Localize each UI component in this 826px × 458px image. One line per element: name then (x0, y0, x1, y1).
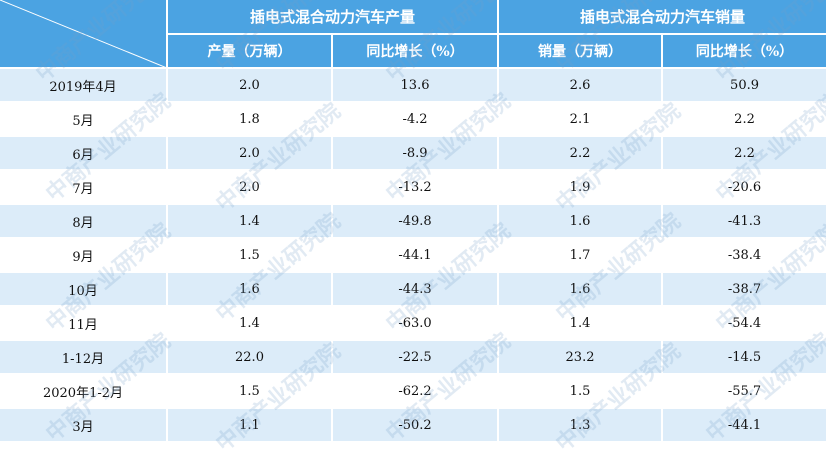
table-row: 2019年4月 2.0 13.6 2.6 50.9 (0, 68, 826, 103)
cell-sales-yoy: -38.7 (662, 272, 826, 307)
col-header-production-yoy: 同比增长（%） (332, 34, 500, 69)
cell-sales: 2.6 (498, 68, 664, 103)
cell-sales: 1.4 (498, 306, 664, 341)
cell-production: 1.4 (167, 204, 333, 239)
cell-production: 1.4 (167, 306, 333, 341)
group-header-production: 插电式混合动力汽车产量 (167, 0, 500, 35)
cell-production-yoy: -50.2 (332, 408, 500, 443)
cell-production: 2.0 (167, 136, 333, 171)
cell-production-yoy: -4.2 (332, 102, 500, 137)
cell-sales-yoy: -14.5 (662, 340, 826, 375)
cell-period: 1-12月 (0, 340, 168, 375)
cell-sales-yoy: -54.4 (662, 306, 826, 341)
cell-sales-yoy: 2.2 (662, 136, 826, 171)
table-row: 10月 1.6 -44.3 1.6 -38.7 (0, 272, 826, 307)
cell-sales-yoy: -55.7 (662, 374, 826, 409)
cell-sales-yoy: -38.4 (662, 238, 826, 273)
cell-sales: 1.9 (498, 170, 664, 205)
cell-production-yoy: 13.6 (332, 68, 500, 103)
cell-sales-yoy: -44.1 (662, 408, 826, 443)
table-row: 1-12月 22.0 -22.5 23.2 -14.5 (0, 340, 826, 375)
cell-sales: 1.6 (498, 204, 664, 239)
cell-production: 2.0 (167, 68, 333, 103)
cell-production-yoy: -22.5 (332, 340, 500, 375)
corner-cell (0, 0, 168, 69)
table-row: 7月 2.0 -13.2 1.9 -20.6 (0, 170, 826, 205)
cell-period: 6月 (0, 136, 168, 171)
cell-production-yoy: -44.3 (332, 272, 500, 307)
cell-production: 1.8 (167, 102, 333, 137)
cell-production-yoy: -8.9 (332, 136, 500, 171)
cell-period: 2019年4月 (0, 68, 168, 103)
data-table: 插电式混合动力汽车产量 插电式混合动力汽车销量 产量（万辆） 同比增长（%） 销… (0, 0, 826, 443)
cell-sales-yoy: -41.3 (662, 204, 826, 239)
col-header-sales: 销量（万辆） (498, 34, 664, 69)
cell-period: 8月 (0, 204, 168, 239)
cell-production: 1.5 (167, 238, 333, 273)
table-row: 11月 1.4 -63.0 1.4 -54.4 (0, 306, 826, 341)
table-row: 9月 1.5 -44.1 1.7 -38.4 (0, 238, 826, 273)
cell-sales: 1.3 (498, 408, 664, 443)
cell-period: 7月 (0, 170, 168, 205)
table-row: 8月 1.4 -49.8 1.6 -41.3 (0, 204, 826, 239)
cell-period: 5月 (0, 102, 168, 137)
cell-sales-yoy: -20.6 (662, 170, 826, 205)
col-header-production: 产量（万辆） (167, 34, 333, 69)
cell-sales-yoy: 50.9 (662, 68, 826, 103)
cell-period: 10月 (0, 272, 168, 307)
table-row: 6月 2.0 -8.9 2.2 2.2 (0, 136, 826, 171)
cell-production-yoy: -62.2 (332, 374, 500, 409)
cell-production: 1.1 (167, 408, 333, 443)
cell-sales: 1.5 (498, 374, 664, 409)
cell-production: 1.6 (167, 272, 333, 307)
cell-production: 2.0 (167, 170, 333, 205)
cell-sales: 2.2 (498, 136, 664, 171)
cell-sales: 23.2 (498, 340, 664, 375)
group-header-sales: 插电式混合动力汽车销量 (498, 0, 826, 35)
table-row: 2020年1-2月 1.5 -62.2 1.5 -55.7 (0, 374, 826, 409)
cell-production-yoy: -63.0 (332, 306, 500, 341)
cell-period: 3月 (0, 408, 168, 443)
cell-sales: 1.6 (498, 272, 664, 307)
diagonal-divider (0, 0, 164, 66)
cell-period: 2020年1-2月 (0, 374, 168, 409)
cell-sales: 2.1 (498, 102, 664, 137)
cell-sales: 1.7 (498, 238, 664, 273)
cell-production-yoy: -44.1 (332, 238, 500, 273)
cell-sales-yoy: 2.2 (662, 102, 826, 137)
table-body: 2019年4月 2.0 13.6 2.6 50.9 5月 1.8 -4.2 2.1 2.2 6月 2.… (0, 68, 826, 443)
cell-production-yoy: -49.8 (332, 204, 500, 239)
table-row: 5月 1.8 -4.2 2.1 2.2 (0, 102, 826, 137)
cell-period: 9月 (0, 238, 168, 273)
col-header-sales-yoy: 同比增长（%） (662, 34, 826, 69)
table-row: 3月 1.1 -50.2 1.3 -44.1 (0, 408, 826, 443)
cell-production: 22.0 (167, 340, 333, 375)
cell-production: 1.5 (167, 374, 333, 409)
cell-period: 11月 (0, 306, 168, 341)
cell-production-yoy: -13.2 (332, 170, 500, 205)
